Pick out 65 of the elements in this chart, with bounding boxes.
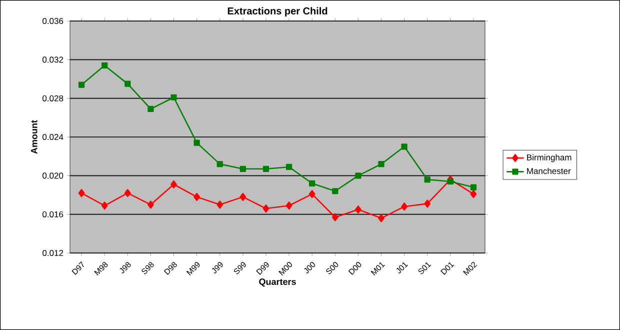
point	[470, 190, 477, 198]
point	[240, 192, 246, 201]
point	[124, 189, 131, 198]
point	[240, 166, 246, 172]
point	[401, 202, 408, 211]
point	[332, 213, 338, 222]
x-tick-label: J00	[304, 262, 316, 274]
x-tick-label: S01	[418, 262, 432, 274]
point	[309, 180, 316, 186]
point	[470, 184, 477, 190]
point	[355, 172, 362, 179]
point	[262, 204, 270, 213]
point	[216, 200, 224, 209]
point	[447, 178, 454, 185]
y-tick-label: 0.028	[42, 95, 64, 102]
point	[194, 192, 200, 201]
point	[424, 176, 430, 183]
point	[78, 189, 85, 198]
x-axis-title: Quarters	[259, 278, 296, 287]
point	[332, 188, 338, 194]
point	[124, 80, 131, 87]
x-tick-label: S99	[234, 262, 246, 274]
x-tick-label: M00	[278, 262, 292, 276]
y-tick-label: 0.032	[42, 56, 64, 63]
x-tick-label: J98	[120, 262, 131, 274]
x-tick-label: J01	[396, 262, 408, 274]
point	[101, 202, 108, 210]
legend-label: Manchester	[527, 168, 571, 174]
y-tick-label: 0.024	[42, 134, 64, 140]
point	[378, 161, 384, 168]
y-tick-label: 0.016	[42, 211, 64, 218]
y-tick-label: 0.036	[42, 18, 64, 24]
x-tick-label: S00	[326, 262, 338, 274]
x-tick-label: D01	[440, 262, 454, 275]
x-tick-label: M99	[186, 262, 200, 276]
x-tick-label: D00	[348, 262, 362, 275]
point	[378, 214, 384, 222]
x-tick-label: M02	[463, 262, 478, 276]
point	[424, 200, 431, 208]
point	[354, 205, 362, 214]
x-tick-label: D98	[164, 262, 177, 275]
x-tick-label: D99	[256, 262, 269, 275]
point	[401, 144, 408, 150]
point	[102, 62, 108, 69]
point	[170, 180, 177, 188]
chart-title: Extractions per Child	[228, 7, 328, 16]
point	[262, 166, 270, 172]
x-tick-label: S98	[142, 262, 154, 274]
point	[148, 106, 154, 112]
point	[308, 190, 316, 198]
point	[78, 82, 85, 88]
point	[286, 164, 292, 170]
x-tick-label: M98	[94, 262, 108, 276]
point	[170, 94, 177, 100]
point	[216, 161, 223, 168]
point	[194, 140, 200, 146]
y-tick-label: 0.012	[42, 250, 64, 256]
y-axis-title: Amount	[31, 120, 38, 154]
legend-label: Birmingham	[527, 154, 572, 162]
point	[147, 200, 154, 209]
y-tick-label: 0.020	[42, 172, 64, 179]
x-tick-label: M01	[370, 262, 385, 276]
x-tick-label: D97	[72, 261, 84, 275]
point	[286, 202, 292, 210]
x-tick-label: J99	[212, 262, 223, 274]
